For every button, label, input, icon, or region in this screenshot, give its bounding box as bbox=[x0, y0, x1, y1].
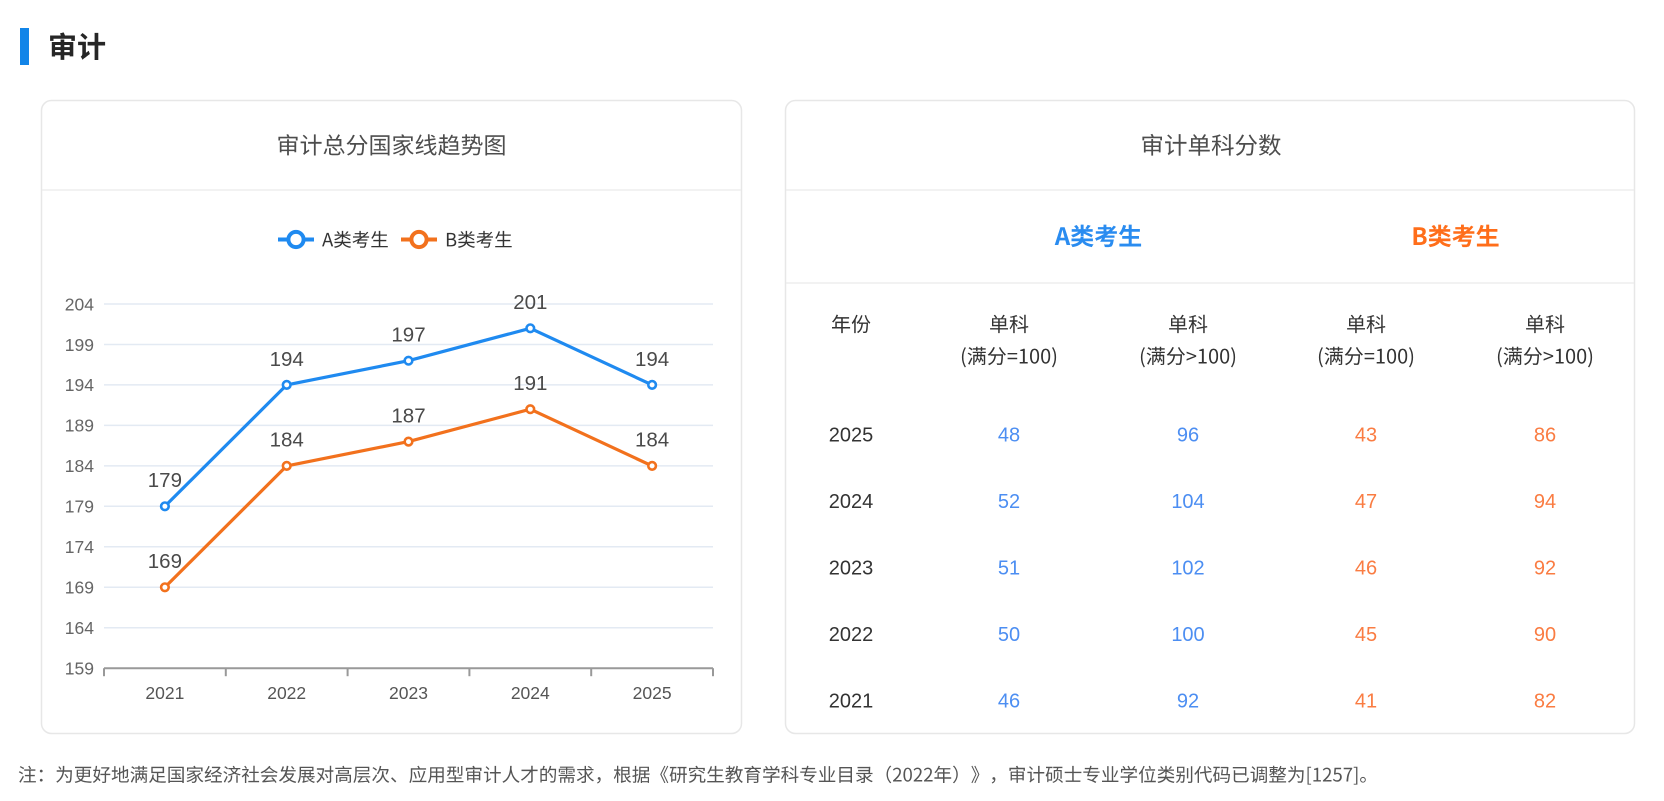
svg-text:96: 96 bbox=[1177, 425, 1199, 447]
svg-text:184: 184 bbox=[270, 429, 304, 452]
svg-text:194: 194 bbox=[270, 348, 304, 371]
svg-text:100: 100 bbox=[1171, 624, 1204, 646]
svg-text:51: 51 bbox=[998, 558, 1020, 580]
svg-text:201: 201 bbox=[513, 291, 547, 314]
svg-text:86: 86 bbox=[1534, 425, 1556, 447]
svg-text:199: 199 bbox=[65, 335, 94, 355]
svg-text:94: 94 bbox=[1534, 491, 1556, 513]
svg-text:102: 102 bbox=[1171, 558, 1204, 580]
svg-text:46: 46 bbox=[1355, 558, 1377, 580]
svg-text:48: 48 bbox=[998, 425, 1020, 447]
svg-text:189: 189 bbox=[65, 416, 94, 436]
svg-text:47: 47 bbox=[1355, 491, 1377, 513]
svg-text:92: 92 bbox=[1177, 691, 1199, 713]
svg-text:187: 187 bbox=[391, 405, 425, 428]
svg-text:191: 191 bbox=[513, 372, 547, 395]
svg-text:159: 159 bbox=[65, 659, 94, 679]
svg-text:50: 50 bbox=[998, 624, 1020, 646]
svg-text:184: 184 bbox=[65, 456, 94, 476]
svg-text:2025: 2025 bbox=[829, 425, 874, 447]
svg-text:41: 41 bbox=[1355, 691, 1377, 713]
svg-text:169: 169 bbox=[65, 578, 94, 598]
svg-text:2025: 2025 bbox=[633, 683, 672, 703]
svg-text:174: 174 bbox=[65, 537, 94, 557]
svg-text:46: 46 bbox=[998, 691, 1020, 713]
svg-text:179: 179 bbox=[148, 469, 182, 492]
svg-text:45: 45 bbox=[1355, 624, 1377, 646]
svg-text:194: 194 bbox=[65, 375, 94, 395]
svg-text:2022: 2022 bbox=[829, 624, 874, 646]
svg-text:197: 197 bbox=[391, 324, 425, 347]
svg-text:90: 90 bbox=[1534, 624, 1556, 646]
svg-text:184: 184 bbox=[635, 429, 669, 452]
svg-text:2024: 2024 bbox=[511, 683, 550, 703]
svg-text:92: 92 bbox=[1534, 558, 1556, 580]
svg-text:164: 164 bbox=[65, 618, 94, 638]
svg-text:2024: 2024 bbox=[829, 491, 874, 513]
svg-text:52: 52 bbox=[998, 491, 1020, 513]
svg-text:43: 43 bbox=[1355, 425, 1377, 447]
svg-text:194: 194 bbox=[635, 348, 669, 371]
svg-text:2022: 2022 bbox=[267, 683, 306, 703]
svg-text:2023: 2023 bbox=[389, 683, 428, 703]
svg-text:104: 104 bbox=[1171, 491, 1204, 513]
svg-text:204: 204 bbox=[65, 294, 94, 314]
svg-text:2021: 2021 bbox=[145, 683, 184, 703]
svg-text:2021: 2021 bbox=[829, 691, 874, 713]
svg-text:169: 169 bbox=[148, 550, 182, 573]
svg-text:179: 179 bbox=[65, 497, 94, 517]
svg-text:82: 82 bbox=[1534, 691, 1556, 713]
svg-text:2023: 2023 bbox=[829, 558, 874, 580]
